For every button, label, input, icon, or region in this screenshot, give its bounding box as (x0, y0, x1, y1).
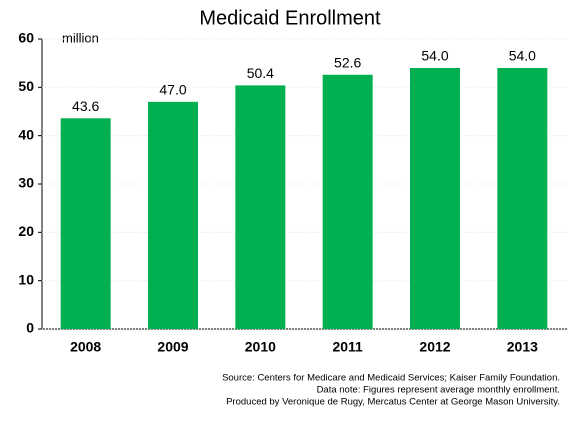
note: Data note: Figures represent average mon… (317, 385, 560, 396)
x-tick-label: 2013 (507, 339, 538, 355)
value-label: 50.4 (247, 65, 274, 81)
value-label: 43.6 (72, 98, 99, 114)
bar (235, 85, 286, 330)
value-label: 54.0 (421, 48, 448, 64)
y-tick-label: 60 (18, 30, 34, 46)
y-tick-label: 30 (18, 175, 34, 191)
x-tick-label: 2011 (332, 339, 363, 355)
y-tick-label: 50 (18, 78, 34, 94)
x-tick-label: 2008 (70, 339, 101, 355)
x-tick-label: 2009 (157, 339, 188, 355)
value-label: 47.0 (159, 82, 186, 98)
bar (60, 118, 111, 330)
chart-title: Medicaid Enrollment (199, 7, 381, 29)
value-label: 54.0 (509, 48, 536, 64)
bar (410, 68, 460, 329)
x-tick-label: 2012 (419, 339, 450, 355)
note: Produced by Veronique de Rugy, Mercatus … (226, 397, 560, 408)
bar (322, 74, 373, 330)
y-tick-label: 0 (26, 320, 34, 336)
y-tick-label: 20 (18, 223, 34, 239)
bar (148, 101, 198, 329)
value-label: 52.6 (334, 54, 361, 70)
x-tick-label: 2010 (245, 339, 276, 355)
note: Source: Centers for Medicare and Medicai… (222, 373, 560, 384)
y-tick-label: 10 (18, 271, 34, 287)
y-tick-label: 40 (18, 126, 34, 142)
y-unit: million (62, 30, 99, 45)
bar (497, 68, 548, 329)
